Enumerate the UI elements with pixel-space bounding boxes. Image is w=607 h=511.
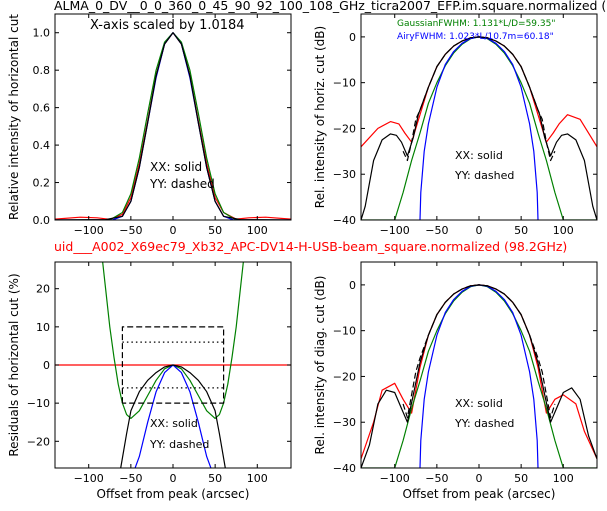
x-tick-label: 50 (208, 224, 222, 237)
y-tick-label: 10 (36, 321, 50, 334)
chart-panels: −100 −50 0 50 1000.00.20.40.60.81.0Relative … (7, 13, 598, 501)
x-tick-label: 0 (170, 224, 177, 237)
series-line-green-solid (55, 32, 291, 220)
y-tick-label: −30 (333, 416, 356, 429)
x-tick-label: 50 (208, 472, 222, 485)
series-line-red-solid (55, 32, 291, 220)
annotation-text: YY: dashed (149, 438, 209, 451)
x-tick-label: 50 (514, 472, 528, 485)
x-axis-label: Offset from peak (arcsec) (403, 487, 556, 501)
x-tick-label: 100 (247, 472, 268, 485)
plot-area (55, 262, 291, 468)
plot-area (361, 36, 597, 220)
series-line-green-solid (361, 36, 597, 220)
axes-frame (360, 261, 598, 469)
x-tick-label: −50 (425, 472, 448, 485)
y-tick-label: 0 (349, 279, 356, 292)
series-line-black-dashed (402, 36, 556, 162)
series-line-red-solid (361, 36, 597, 148)
annotation-text: XX: solid (455, 397, 503, 410)
x-tick-label: 50 (514, 224, 528, 237)
chart-top_left: −100 −50 0 50 100 0.0 0.2 0.4 0.6 0.8 1.0 Relative … (7, 13, 292, 237)
x-tick-label: −50 (119, 472, 142, 485)
y-tick-label: −40 (333, 462, 356, 475)
y-tick-label: −20 (333, 122, 356, 135)
y-tick-label: 0.4 (33, 139, 51, 152)
x-axis-label: Offset from peak (arcsec) (97, 487, 250, 501)
annotation-text: XX: solid (150, 160, 202, 174)
x-tick-label: 100 (553, 224, 574, 237)
y-tick-label: 0 (43, 359, 50, 372)
y-tick-label: 0.6 (33, 102, 51, 115)
x-tick-label: 100 (247, 224, 268, 237)
y-tick-label: 20 (36, 283, 50, 296)
y-tick-label: 0.8 (33, 64, 51, 77)
annotation-text: XX: solid (150, 417, 198, 430)
y-axis-label: Residuals of horizontal cut (%) (7, 273, 21, 456)
y-axis-label: Rel. intensity of diag. cut (dB) (313, 276, 327, 455)
series-line-red-solid (361, 284, 597, 460)
y-tick-label: −10 (333, 325, 356, 338)
x-tick-label: 0 (476, 224, 483, 237)
annotation-text: YY: dashed (454, 169, 514, 182)
series-line-green-solid (361, 284, 597, 468)
y-tick-label: −20 (333, 370, 356, 383)
y-tick-label: 0.2 (33, 177, 51, 190)
series-line-black-solid (361, 36, 597, 220)
y-tick-label: −10 (27, 397, 50, 410)
x-tick-label: −50 (425, 224, 448, 237)
figure-top-title: ALMA_0_DV__0_0_360_0_45_90_92_100_108_GH… (54, 0, 606, 13)
series-line-black-solid (120, 364, 226, 468)
y-tick-label: −10 (333, 77, 356, 90)
legend-entry: GaussianFWHM: 1.131*L/D=59.35" (397, 19, 555, 29)
y-tick-label: −30 (333, 168, 356, 181)
x-tick-label: −100 (74, 224, 104, 237)
y-axis-label: Relative intensity of horizontal cut (7, 14, 21, 220)
plot-area (55, 32, 291, 220)
series-line-black-solid (361, 284, 597, 468)
legend-entry: AiryFWHM: 1.023*L/10.7m=60.18" (397, 32, 554, 42)
y-axis-label: Rel. intensity of horiz. cut (dB) (313, 26, 327, 208)
x-tick-label: −100 (380, 224, 410, 237)
series-line-blue-solid (55, 32, 291, 220)
series-line-black-dashed (121, 326, 225, 404)
series-line-black-solid (55, 32, 291, 220)
x-tick-label: −100 (74, 472, 104, 485)
annotation-text: XX: solid (455, 149, 503, 162)
x-tick-label: −50 (119, 224, 142, 237)
annotation-text: YY: dashed (454, 417, 514, 430)
x-tick-label: 100 (553, 472, 574, 485)
y-tick-label: −40 (333, 214, 356, 227)
axes-frame (360, 13, 598, 221)
y-tick-label: 1.0 (33, 27, 51, 40)
series-line-black-dashed (402, 284, 556, 419)
y-tick-label: 0.0 (33, 214, 51, 227)
y-tick-label: −20 (27, 435, 50, 448)
x-tick-label: −100 (380, 472, 410, 485)
x-tick-label: 0 (170, 472, 177, 485)
y-tick-label: 0 (349, 31, 356, 44)
plot-area (361, 284, 597, 468)
figure-middle-title: uid___A002_X69ec79_Xb32_APC-DV14-H-USB-b… (54, 239, 567, 254)
annotation-text: YY: dashed (149, 177, 215, 191)
annotation-text: X-axis scaled by 1.0184 (90, 18, 245, 33)
x-tick-label: 0 (476, 472, 483, 485)
